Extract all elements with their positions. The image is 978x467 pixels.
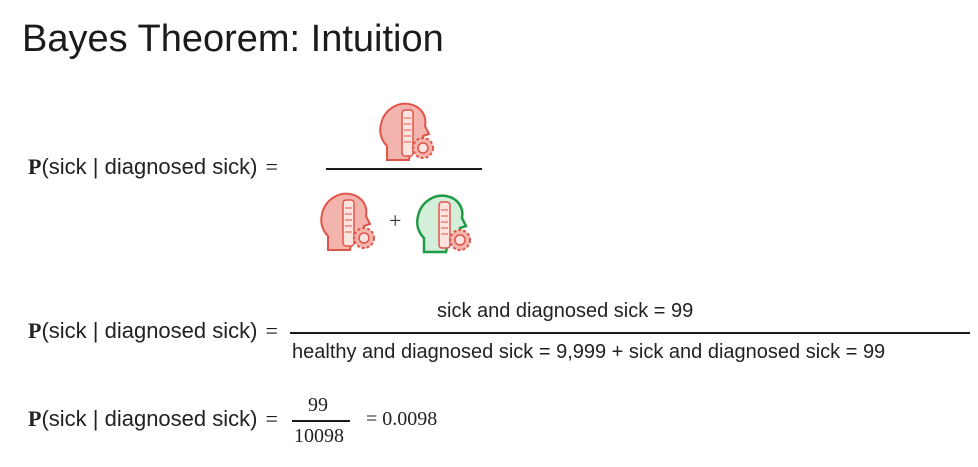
slide-title: Bayes Theorem: Intuition	[22, 18, 444, 60]
sick-diagnosed-sick-head-icon	[379, 102, 434, 161]
healthy-diagnosed-sick-head-icon	[416, 194, 471, 254]
sick-diagnosed-sick-head-icon	[320, 192, 375, 251]
equation-3-lhs: P (sick | diagnosed sick) =	[28, 406, 284, 432]
condition-text: (sick | diagnosed sick)	[41, 154, 258, 179]
equals-sign: =	[265, 406, 278, 431]
fraction-denominator-3: 10098	[294, 425, 344, 447]
probability-symbol: P	[28, 318, 42, 343]
probability-symbol: P	[28, 406, 42, 431]
fraction-numerator-3: 99	[308, 394, 328, 416]
condition-text: (sick | diagnosed sick)	[41, 318, 258, 343]
fraction-denominator-2: healthy and diagnosed sick = 9,999 + sic…	[292, 341, 886, 363]
fraction-bar-2	[290, 332, 970, 334]
equals-sign: =	[265, 318, 278, 343]
equation-1-lhs: P (sick | diagnosed sick) =	[28, 154, 284, 180]
equals-sign: =	[265, 154, 278, 179]
result-value: = 0.0098	[366, 408, 438, 430]
plus-sign: +	[389, 208, 402, 233]
equation-2-lhs: P (sick | diagnosed sick) =	[28, 318, 284, 344]
probability-symbol: P	[28, 154, 42, 179]
condition-text: (sick | diagnosed sick)	[41, 406, 258, 431]
fraction-bar-1	[326, 168, 482, 170]
fraction-numerator-2: sick and diagnosed sick = 99	[437, 300, 694, 322]
fraction-bar-3	[292, 420, 350, 422]
